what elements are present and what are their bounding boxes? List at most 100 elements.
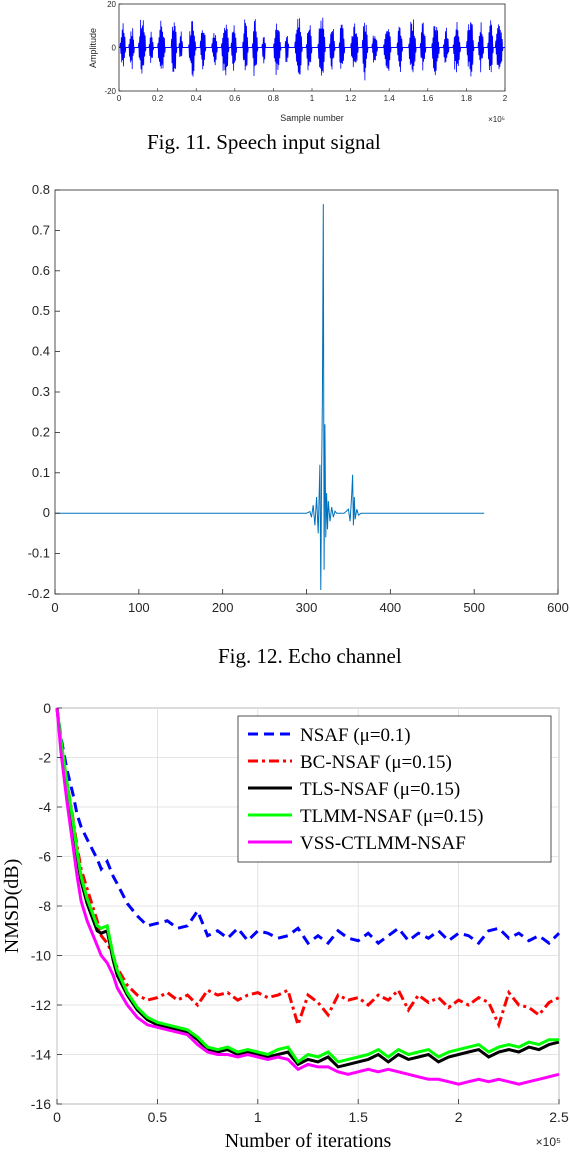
echo-ytick-label: 0.6: [32, 263, 50, 278]
series-line-0: [55, 707, 561, 946]
legend-label-3: TLMM-NSAF (μ=0.15): [300, 806, 483, 827]
nmsd-ytick-label: -4: [39, 799, 52, 815]
nmsd-ytick-label: -12: [31, 997, 51, 1013]
speech-xlabel: Sample number: [280, 113, 344, 123]
nmsd-ytick-label: -16: [31, 1096, 51, 1112]
speech-ytick-label: -20: [104, 87, 116, 96]
speech-xtick-label: 0: [117, 94, 122, 103]
signal-burst: [338, 24, 346, 69]
signal-burst: [261, 36, 267, 64]
echo-ytick-label: 0: [43, 505, 50, 520]
nmsd-x-exponent: ×10⁵: [536, 1135, 561, 1149]
signal-burst: [361, 22, 369, 81]
signal-burst: [477, 22, 485, 73]
nmsd-legend: NSAF (μ=0.1) BC-NSAF (μ=0.15) TLS-NSAF (μ=…: [237, 715, 552, 863]
signal-burst: [431, 26, 440, 76]
signal-burst: [396, 26, 404, 73]
nmsd-ytick-label: -14: [31, 1047, 51, 1063]
speech-xtick-label: 0.4: [191, 94, 203, 103]
echo-xtick-label: 500: [463, 600, 485, 615]
nmsd-ytick-label: -2: [39, 750, 52, 766]
echo-impulse-line: [55, 204, 485, 591]
signal-burst: [178, 31, 184, 58]
signal-burst: [220, 24, 230, 76]
signal-burst: [251, 19, 259, 77]
signal-burst: [452, 21, 461, 73]
speech-xtick-label: 1.6: [422, 94, 434, 103]
legend-label-1: BC-NSAF (μ=0.15): [300, 752, 452, 773]
speech-xtick-label: 2: [503, 94, 508, 103]
echo-xtick-label: 300: [296, 600, 318, 615]
series-line-3: [55, 707, 559, 1065]
signal-burst: [188, 21, 197, 77]
echo-ytick-label: 0.2: [32, 424, 50, 439]
nmsd-ytick-label: -10: [31, 948, 51, 964]
nmsd-ylabel: NMSD(dB): [1, 859, 23, 953]
fig11-caption: Fig. 11. Speech input signal: [147, 130, 381, 154]
nmsd-xtick-label: 2: [455, 1109, 463, 1125]
nmsd-xlabel: Number of iterations: [225, 1130, 392, 1152]
signal-burst: [119, 23, 127, 67]
echo-xtick-label: 0: [51, 600, 58, 615]
speech-ytick-label: 20: [107, 0, 116, 9]
fig12-caption: Fig. 12. Echo channel: [218, 644, 402, 668]
speech-xtick-label: 1: [310, 94, 315, 103]
echo-ytick-label: 0.3: [32, 384, 50, 399]
nmsd-ytick-label: -8: [39, 898, 52, 914]
signal-burst: [408, 19, 417, 73]
signal-burst: [305, 25, 313, 71]
speech-xtick-label: 0.2: [152, 94, 164, 103]
nmsd-ytick-label: -6: [39, 849, 52, 865]
legend-label-2: TLS-NSAF (μ=0.15): [300, 779, 460, 800]
echo-ytick-label: 0.1: [32, 465, 50, 480]
nmsd-xtick-label: 1.5: [348, 1109, 368, 1125]
signal-burst: [230, 25, 238, 71]
series-line-4: [55, 707, 560, 1086]
speech-ylabel: Amplitude: [88, 28, 98, 68]
signal-burst: [350, 23, 359, 68]
signal-burst: [170, 22, 178, 72]
signal-burst: [494, 24, 504, 70]
signal-burst: [317, 17, 326, 76]
signal-burst: [128, 28, 135, 70]
nmsd-xtick-label: 0: [53, 1109, 61, 1125]
speech-xtick-label: 0.6: [229, 94, 241, 103]
nmsd-xtick-label: 0.5: [148, 1109, 168, 1125]
signal-burst: [419, 22, 427, 71]
nmsd-xtick-label: 2.5: [549, 1109, 569, 1125]
speech-xtick-label: 0.8: [268, 94, 280, 103]
speech-xtick-label: 1.2: [345, 94, 357, 103]
signal-burst: [211, 32, 218, 66]
echo-ytick-label: -0.1: [28, 546, 50, 561]
speech-xtick-label: 1.4: [384, 94, 396, 103]
echo-ytick-label: -0.2: [28, 586, 50, 601]
echo-channel-chart: 0 100 200 300 400 500 600 -0.2 -0.1 0 0.1 0.2 0.3 0.4…: [28, 182, 569, 615]
echo-ytick-label: 0.4: [32, 344, 50, 359]
speech-ytick-label: 0: [112, 44, 117, 53]
signal-burst: [242, 19, 249, 71]
signal-burst: [294, 18, 303, 75]
signal-burst: [371, 35, 378, 63]
legend-label-0: NSAF (μ=0.1): [300, 725, 411, 746]
signal-burst: [487, 20, 494, 73]
speech-x-exponent: ×10⁵: [488, 115, 505, 124]
signal-burst: [157, 20, 166, 69]
echo-xtick-label: 600: [547, 600, 569, 615]
nmsd-chart: 0 0.5 1 1.5 2 2.5 -16 -14 -12 -10 -8 -6 -4 -2 0 Number…: [1, 700, 569, 1152]
nmsd-xtick-label: 1: [254, 1109, 262, 1125]
signal-burst: [199, 30, 207, 70]
echo-ytick-label: 0.5: [32, 303, 50, 318]
echo-xtick-label: 100: [128, 600, 150, 615]
series-line-1: [55, 707, 560, 1030]
echo-xtick-label: 200: [212, 600, 234, 615]
signal-burst: [148, 31, 155, 63]
signal-burst: [466, 22, 475, 77]
legend-label-4: VSS-CTLMM-NSAF: [300, 833, 466, 854]
echo-xtick-label: 400: [379, 600, 401, 615]
echo-ytick-label: 0.8: [32, 182, 50, 197]
echo-ytick-label: 0.7: [32, 222, 50, 237]
signal-burst: [383, 29, 392, 71]
signal-burst: [137, 19, 147, 74]
nmsd-ytick-label: 0: [43, 700, 51, 716]
